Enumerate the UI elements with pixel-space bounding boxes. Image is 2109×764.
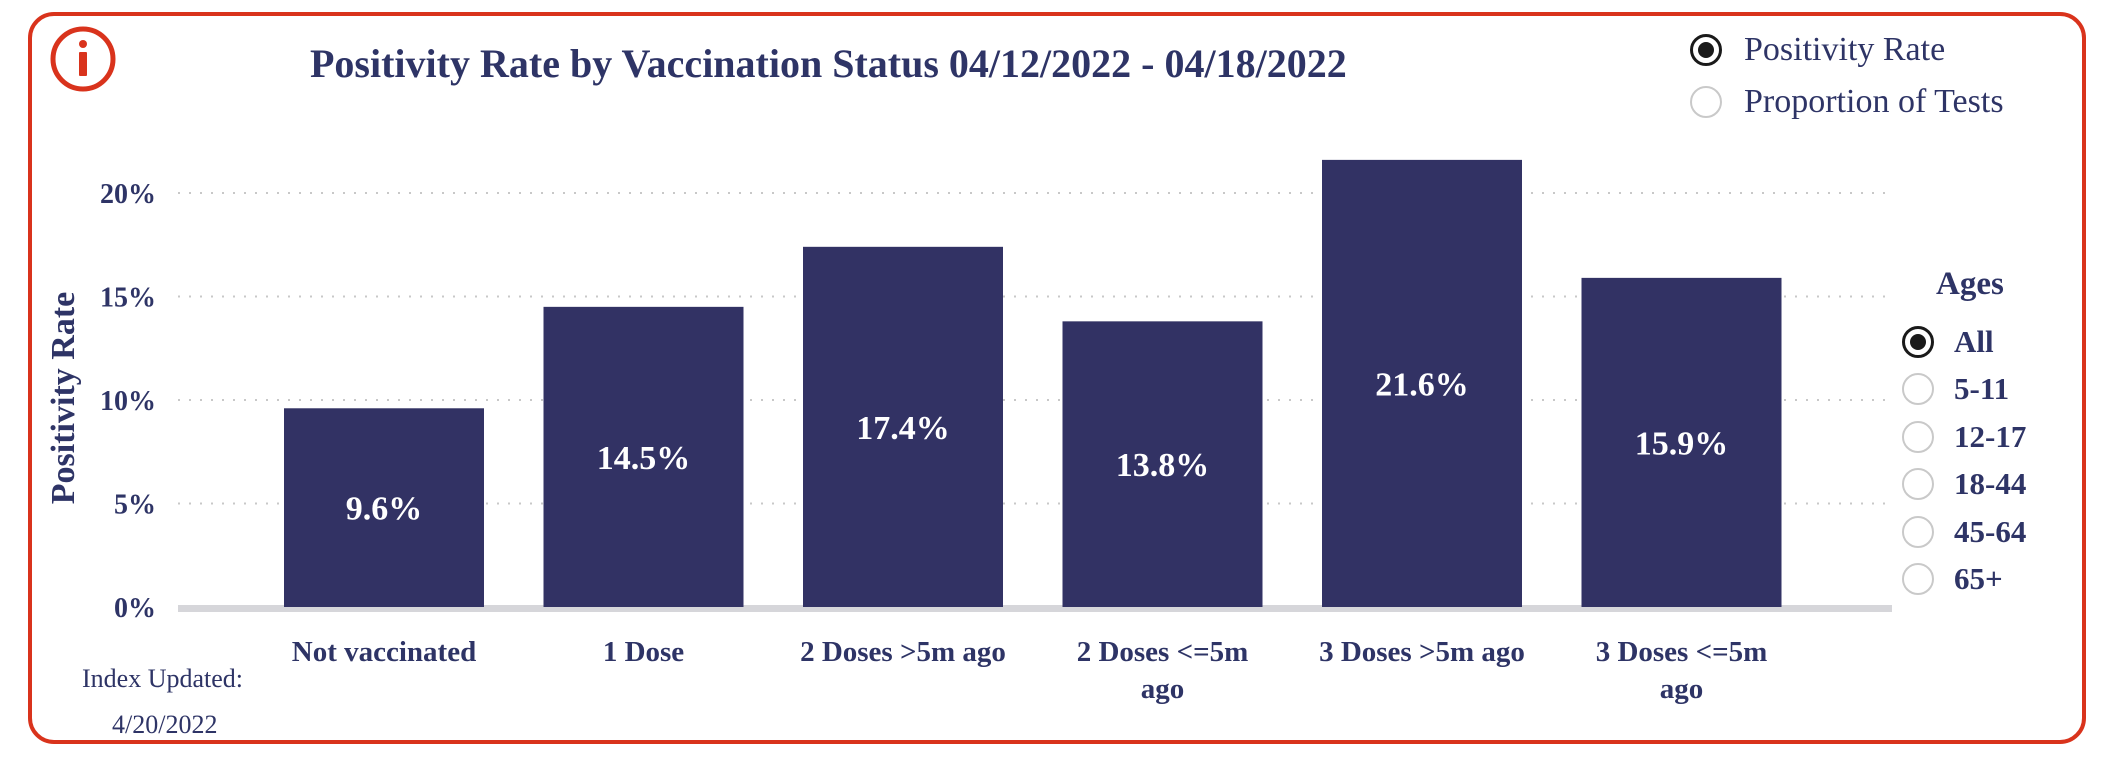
radio-unselected-icon[interactable] xyxy=(1902,563,1934,596)
y-axis-title: Positivity Rate xyxy=(45,292,82,504)
age-option-label: All xyxy=(1954,323,1994,359)
gridlines xyxy=(178,192,1892,612)
metric-toggle: Positivity Rate Proportion of Tests xyxy=(1690,24,2004,128)
bars xyxy=(284,159,1782,607)
radio-unselected-icon[interactable] xyxy=(1902,515,1934,548)
bar xyxy=(284,408,484,607)
y-axis: 0% 5% 10% 15% 20% Positivity Rate xyxy=(45,179,156,624)
radio-selected-icon[interactable] xyxy=(1690,34,1722,66)
bar xyxy=(803,246,1003,607)
chart-title: Positivity Rate by Vaccination Status 04… xyxy=(310,41,1347,86)
data-label: 15.9% xyxy=(1635,425,1729,462)
age-option-18-44[interactable]: 18-44 xyxy=(1902,461,2026,509)
x-axis-baseline xyxy=(178,605,1892,612)
radio-selected-icon[interactable] xyxy=(1902,325,1934,358)
radio-unselected-icon[interactable] xyxy=(1902,420,1934,453)
x-tick-label: 2 Doses >5m ago xyxy=(800,636,1006,668)
metric-option-proportion-of-tests[interactable]: Proportion of Tests xyxy=(1690,76,2004,128)
bar xyxy=(1322,159,1522,607)
chart-frame xyxy=(28,12,2086,744)
data-label: 17.4% xyxy=(856,410,950,447)
x-tick-label: ago xyxy=(1141,673,1185,705)
age-option-all[interactable]: All xyxy=(1902,318,2026,366)
age-option-label: 5-11 xyxy=(1954,371,2010,407)
y-tick-label: 0% xyxy=(114,593,156,624)
y-tick-label: 20% xyxy=(100,179,156,210)
age-option-label: 45-64 xyxy=(1954,513,2027,549)
ages-filter: All 5-11 12-17 18-44 45-64 65+ xyxy=(1902,318,2026,603)
x-axis: Not vaccinated 1 Dose 2 Doses >5m ago 2 Dos… xyxy=(292,636,1768,705)
index-updated-label: Index Updated: xyxy=(82,664,244,693)
data-label: 9.6% xyxy=(346,491,423,528)
y-tick-label: 5% xyxy=(114,490,156,521)
data-label: 21.6% xyxy=(1375,366,1469,403)
radio-unselected-icon[interactable] xyxy=(1902,468,1934,501)
y-tick-label: 10% xyxy=(100,386,156,417)
metric-option-label: Proportion of Tests xyxy=(1744,83,2004,120)
radio-unselected-icon[interactable] xyxy=(1902,373,1934,406)
data-labels: 9.6% 14.5% 17.4% 13.8% 21.6% 15.9% xyxy=(346,366,1729,527)
age-option-label: 18-44 xyxy=(1954,466,2027,502)
metric-option-label: Positivity Rate xyxy=(1744,31,1946,68)
x-tick-label: 3 Doses <=5m xyxy=(1596,636,1768,668)
age-option-65-plus[interactable]: 65+ xyxy=(1902,556,2026,604)
x-tick-label: ago xyxy=(1660,673,1704,705)
ages-filter-title: Ages xyxy=(1936,266,2004,302)
x-tick-label: 2 Doses <=5m xyxy=(1077,636,1249,668)
x-tick-label: Not vaccinated xyxy=(292,636,476,668)
bar xyxy=(543,306,744,607)
x-tick-label: 1 Dose xyxy=(603,636,684,668)
data-label: 13.8% xyxy=(1116,447,1210,484)
data-label: 14.5% xyxy=(597,440,691,477)
bar xyxy=(1581,277,1782,607)
age-option-5-11[interactable]: 5-11 xyxy=(1902,366,2026,414)
bar xyxy=(1062,321,1263,607)
age-option-label: 12-17 xyxy=(1954,418,2027,454)
age-option-label: 65+ xyxy=(1954,561,2003,597)
info-icon[interactable] xyxy=(50,26,116,92)
y-tick-label: 15% xyxy=(100,283,156,314)
index-updated-date: 4/20/2022 xyxy=(112,710,218,739)
age-option-12-17[interactable]: 12-17 xyxy=(1902,413,2026,461)
x-tick-label: 3 Doses >5m ago xyxy=(1319,636,1525,668)
radio-unselected-icon[interactable] xyxy=(1690,86,1722,118)
metric-option-positivity-rate[interactable]: Positivity Rate xyxy=(1690,24,2004,76)
age-option-45-64[interactable]: 45-64 xyxy=(1902,508,2026,556)
